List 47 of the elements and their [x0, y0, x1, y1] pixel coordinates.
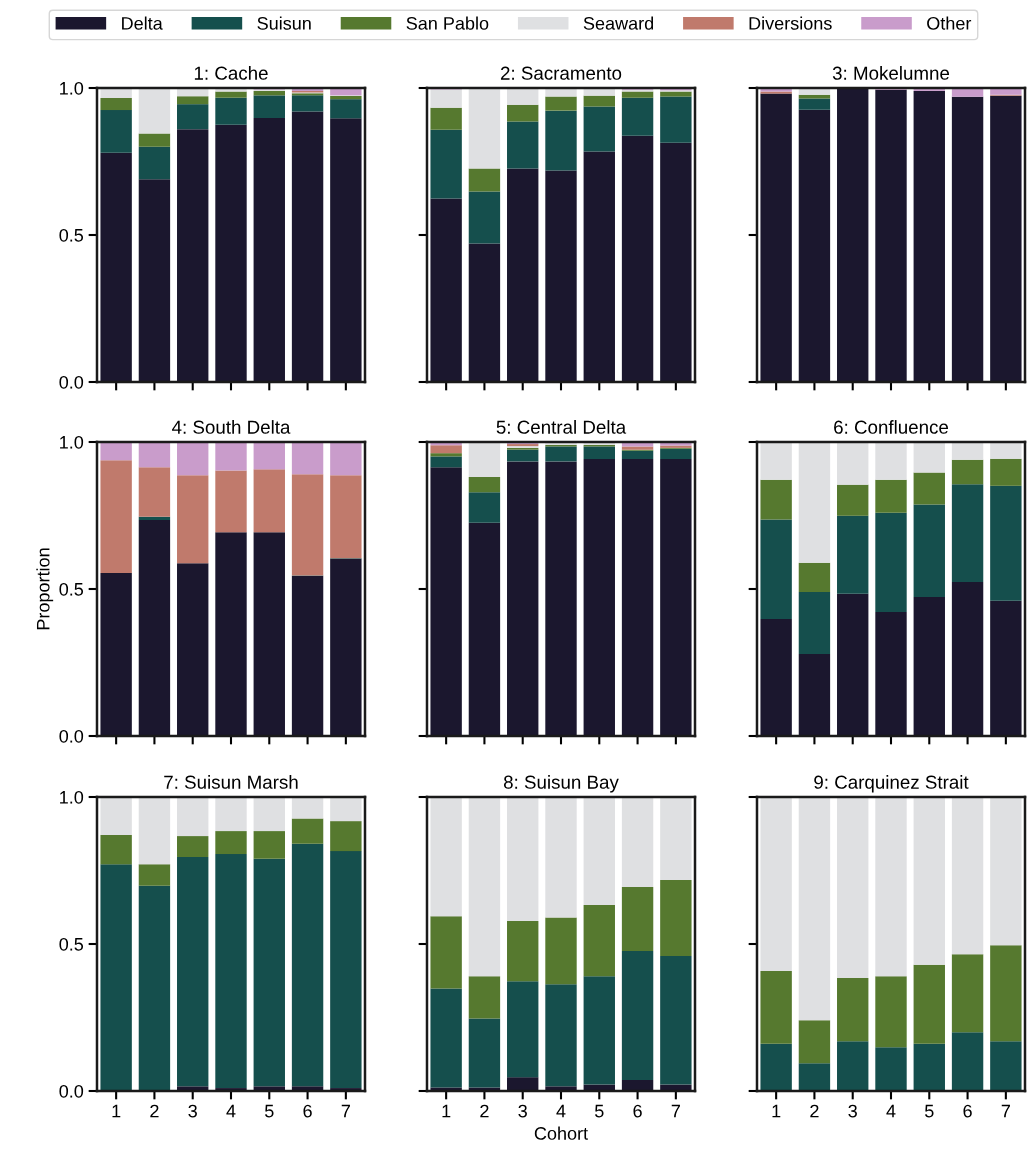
y-tick-label: 1.0 [60, 790, 84, 804]
x-tick-label: 6 [963, 1104, 972, 1118]
y-tick-label: 1.0 [60, 81, 84, 95]
y-tick-label: 0.0 [59, 1084, 84, 1098]
chart-title: 7: Suisun Marsh [164, 775, 298, 789]
x-tick-label: 5 [924, 1104, 934, 1118]
y-tick-label: 0.0 [59, 729, 84, 743]
y-tick-label: 1.0 [60, 435, 84, 449]
x-tick-label: 1 [112, 1104, 121, 1118]
x-axis-title: Cohort [534, 1126, 588, 1140]
chart-title: 9: Carquinez Strait [814, 775, 969, 793]
chart-title: 4: South Delta [172, 420, 291, 434]
x-tick-label: 3 [188, 1104, 197, 1118]
y-axis-title: Proportion [36, 548, 54, 630]
x-tick-label: 3 [848, 1104, 857, 1118]
x-tick-label: 7 [671, 1104, 680, 1118]
x-tick-label: 4 [556, 1104, 566, 1118]
y-tick-label: 0.5 [59, 582, 84, 596]
x-tick-label: 6 [303, 1104, 312, 1118]
x-tick-label: 6 [633, 1104, 642, 1118]
x-tick-label: 2 [810, 1104, 819, 1118]
chart-title: 8: Suisun Bay [503, 775, 619, 793]
legend-label: Diversions [749, 16, 832, 30]
x-tick-label: 1 [772, 1104, 781, 1118]
legend-label: San Pablo [406, 16, 489, 30]
legend-label: Seaward [583, 16, 654, 30]
chart-title: 6: Confluence [834, 420, 949, 434]
chart-title: 1: Cache [194, 66, 268, 80]
x-tick-label: 5 [264, 1104, 274, 1118]
x-tick-label: 2 [150, 1104, 159, 1118]
x-tick-label: 1 [442, 1104, 451, 1118]
x-tick-label: 4 [886, 1104, 896, 1118]
x-tick-label: 4 [226, 1104, 236, 1118]
x-tick-label: 5 [594, 1104, 604, 1118]
x-tick-label: 7 [1001, 1104, 1010, 1118]
x-tick-label: 2 [480, 1104, 489, 1118]
chart-title: 5: Central Delta [496, 420, 627, 434]
x-tick-label: 7 [341, 1104, 350, 1118]
y-tick-label: 0.5 [59, 937, 84, 951]
chart-title: 2: Sacramento [500, 66, 622, 80]
chart-title: 3: Mokelumne [832, 66, 950, 80]
y-tick-label: 0.0 [59, 375, 84, 389]
x-tick-label: 3 [518, 1104, 527, 1118]
legend-label: Other [927, 16, 972, 30]
y-tick-label: 0.5 [59, 228, 84, 242]
legend-label: Delta [122, 16, 163, 30]
legend-label: Suisun [257, 16, 311, 30]
